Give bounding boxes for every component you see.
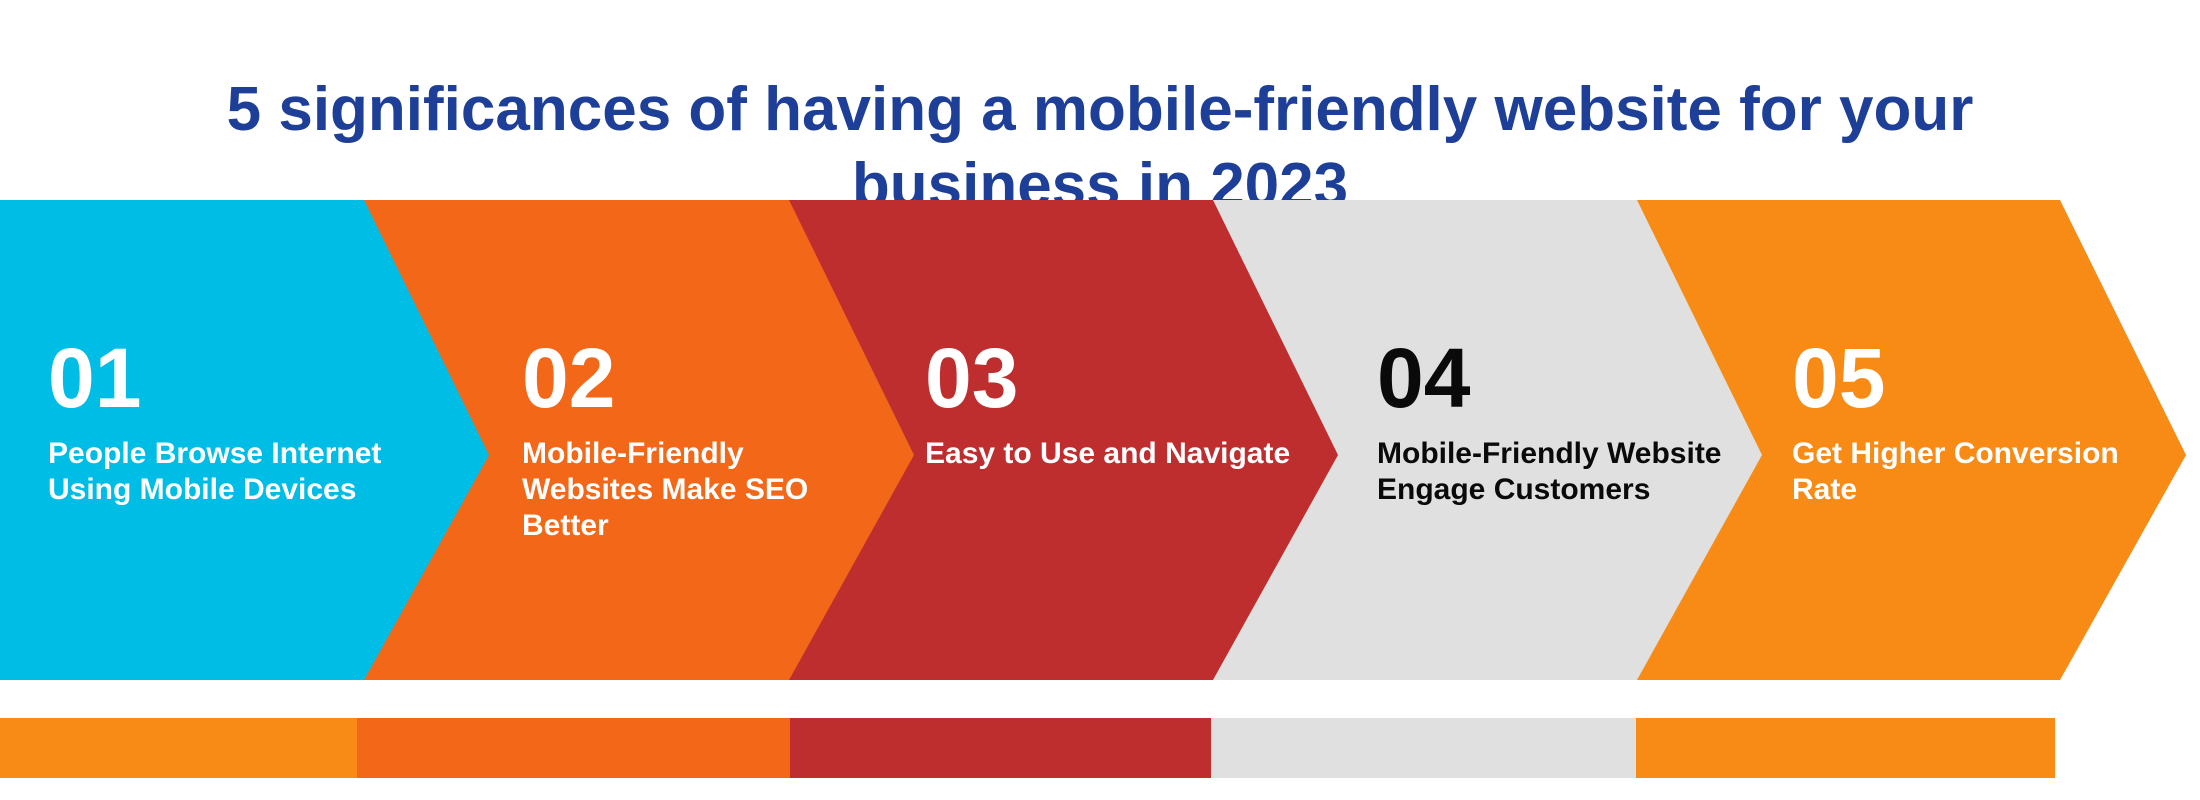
step-01-label: People Browse Internet Using Mobile Devi…	[48, 436, 418, 508]
chevron-step-4	[1212, 200, 1762, 680]
step-02-label: Mobile-Friendly Websites Make SEO Better	[522, 436, 892, 544]
step-01-label-line-2: Using Mobile Devices	[48, 473, 357, 506]
step-01-label-line-1: People Browse Internet	[48, 437, 382, 470]
band-segment-2	[357, 718, 790, 778]
step-02-label-line-2: Websites Make SEO	[522, 473, 809, 506]
chevron-step-1	[0, 200, 489, 680]
chevron-step-3	[788, 200, 1338, 680]
title-line-1: 5 significances of having a mobile-frien…	[226, 74, 1974, 144]
step-05-number: 05	[1792, 331, 1886, 425]
step-05-label-line-1: Get Higher Conversion	[1792, 437, 2119, 470]
band-segment-5	[1636, 718, 2055, 778]
step-02-number: 02	[522, 331, 616, 425]
step-03-label: Easy to Use and Navigate	[925, 436, 1295, 472]
chevron-step-2	[363, 200, 914, 680]
step-05-label-line-2: Rate	[1792, 473, 1858, 506]
page-title: 5 significances of having a mobile-frien…	[0, 72, 2200, 224]
step-04-number: 04	[1377, 331, 1471, 425]
step-04-label-line-2: Engage Customers	[1377, 473, 1651, 506]
step-03-label-line-1: Easy to Use and Navigate	[925, 437, 1291, 470]
step-01-number: 01	[48, 331, 142, 425]
step-02-label-line-3: Better	[522, 509, 609, 542]
chevron-step-5	[1636, 200, 2186, 680]
step-03-number: 03	[925, 331, 1019, 425]
step-04-label: Mobile-Friendly Website Engage Customers	[1377, 436, 1747, 508]
band-segment-1	[0, 718, 357, 778]
band-segment-4	[1211, 718, 1636, 778]
band-segment-3	[790, 718, 1211, 778]
step-05-label: Get Higher Conversion Rate	[1792, 436, 2162, 508]
step-04-label-line-1: Mobile-Friendly Website	[1377, 437, 1722, 470]
step-02-label-line-1: Mobile-Friendly	[522, 437, 744, 470]
